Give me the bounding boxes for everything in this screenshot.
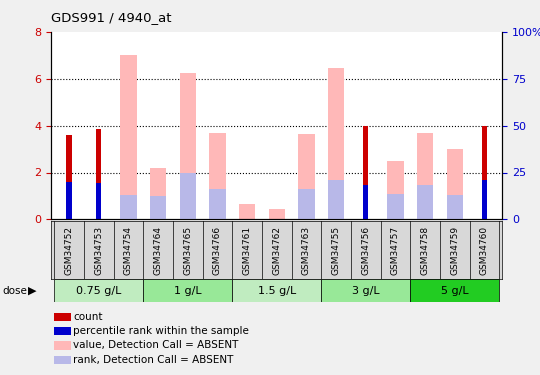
Bar [447, 149, 463, 219]
Bar [298, 134, 315, 219]
Bar [120, 195, 137, 219]
Bar [417, 133, 433, 219]
Bar [150, 168, 166, 219]
Text: GSM34757: GSM34757 [391, 226, 400, 275]
Bar [387, 161, 403, 219]
Text: GSM34759: GSM34759 [450, 226, 459, 275]
Bar [363, 185, 368, 219]
Text: 1 g/L: 1 g/L [174, 286, 201, 296]
Bar [66, 182, 72, 219]
Bar [54, 279, 143, 302]
Text: 1.5 g/L: 1.5 g/L [258, 286, 296, 296]
Text: GSM34755: GSM34755 [332, 226, 341, 275]
Text: GSM34753: GSM34753 [94, 226, 103, 275]
Text: 0.75 g/L: 0.75 g/L [76, 286, 122, 296]
Bar [150, 196, 166, 219]
Text: GSM34752: GSM34752 [65, 226, 73, 275]
Text: GSM34764: GSM34764 [153, 226, 163, 275]
Bar [410, 279, 500, 302]
Bar [66, 135, 72, 219]
Bar [210, 189, 226, 219]
Text: ▶: ▶ [28, 286, 37, 296]
Bar [180, 172, 196, 219]
Bar [482, 126, 487, 219]
Text: GSM34760: GSM34760 [480, 226, 489, 275]
Bar [120, 56, 137, 219]
Bar [321, 279, 410, 302]
Text: GSM34766: GSM34766 [213, 226, 222, 275]
Bar [268, 209, 285, 219]
Text: GDS991 / 4940_at: GDS991 / 4940_at [51, 11, 172, 24]
Text: GSM34758: GSM34758 [421, 226, 430, 275]
Text: GSM34754: GSM34754 [124, 226, 133, 275]
Text: GSM34756: GSM34756 [361, 226, 370, 275]
Bar [298, 189, 315, 219]
Bar [328, 180, 344, 219]
Text: GSM34765: GSM34765 [183, 226, 192, 275]
Bar [417, 185, 433, 219]
Bar [328, 68, 344, 219]
Bar [363, 126, 368, 219]
Text: dose: dose [3, 286, 28, 296]
Bar [96, 129, 102, 219]
Bar [447, 195, 463, 219]
Text: percentile rank within the sample: percentile rank within the sample [73, 326, 249, 336]
Bar [210, 133, 226, 219]
Text: GSM34761: GSM34761 [242, 226, 252, 275]
Text: count: count [73, 312, 103, 322]
Text: GSM34763: GSM34763 [302, 226, 311, 275]
Text: 3 g/L: 3 g/L [352, 286, 380, 296]
Text: value, Detection Call = ABSENT: value, Detection Call = ABSENT [73, 340, 238, 350]
Text: rank, Detection Call = ABSENT: rank, Detection Call = ABSENT [73, 355, 233, 364]
Bar [239, 204, 255, 219]
Bar [387, 194, 403, 219]
Bar [232, 279, 321, 302]
Text: GSM34762: GSM34762 [272, 226, 281, 275]
Text: 5 g/L: 5 g/L [441, 286, 469, 296]
Bar [180, 73, 196, 219]
Bar [143, 279, 232, 302]
Bar [482, 180, 487, 219]
Bar [96, 183, 102, 219]
